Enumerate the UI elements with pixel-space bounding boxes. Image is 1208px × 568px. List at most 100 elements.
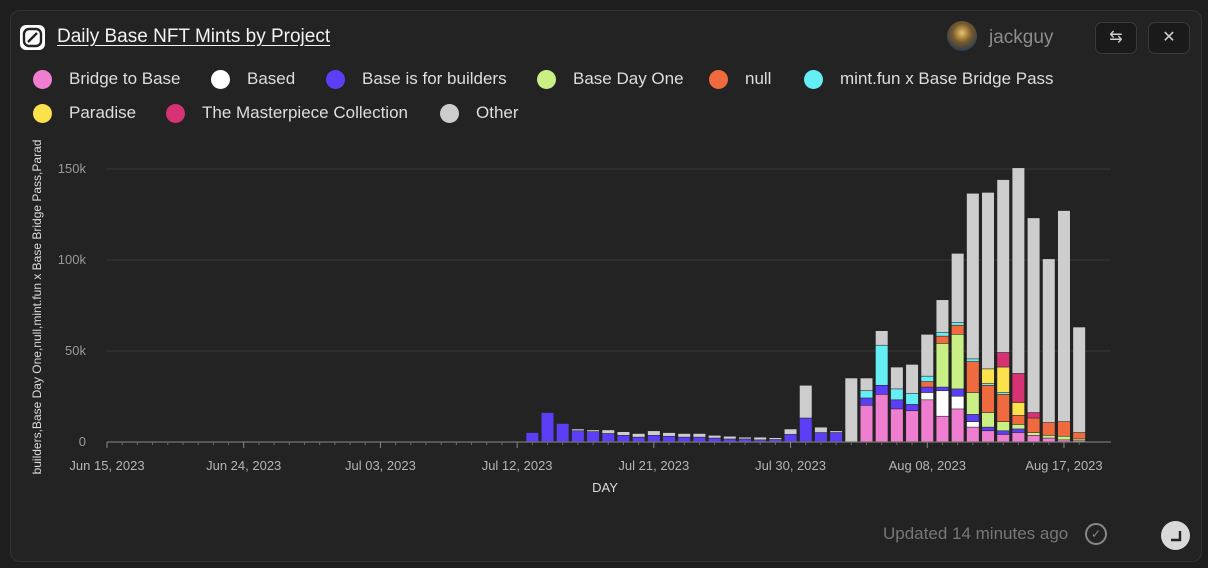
legend-item[interactable]: Bridge to Base	[33, 69, 181, 89]
bar-segment	[906, 393, 919, 405]
bar-segment	[951, 334, 964, 389]
legend-swatch	[33, 69, 52, 89]
bar-segment	[875, 345, 888, 385]
card-header: Daily Base NFT Mints by Project jackguy …	[11, 11, 1201, 63]
legend-swatch	[326, 69, 345, 89]
x-tick-label: Jul 12, 2023	[482, 458, 553, 473]
legend-label: Bridge to Base	[69, 69, 181, 88]
bar-segment	[982, 412, 995, 427]
x-tick-label: Jul 30, 2023	[755, 458, 826, 473]
legend-label: Other	[476, 103, 519, 122]
bar-segment	[769, 439, 782, 442]
chart-title[interactable]: Daily Base NFT Mints by Project	[57, 26, 331, 47]
bar-segment	[951, 389, 964, 396]
bar-segment	[1057, 436, 1070, 440]
bar-segment	[708, 438, 721, 442]
bar-segment	[541, 412, 554, 442]
bar-segment	[602, 430, 615, 434]
bar-segment	[617, 435, 630, 442]
bar-segment	[982, 431, 995, 442]
bar-segment	[966, 359, 979, 362]
bar-segment	[1042, 435, 1055, 438]
bar-segment	[951, 396, 964, 409]
bar-segment	[1027, 432, 1040, 436]
close-button[interactable]: ✕	[1148, 22, 1190, 54]
legend-swatch	[804, 69, 823, 89]
x-tick-label: Jul 03, 2023	[345, 458, 416, 473]
bar-segment	[921, 392, 934, 400]
bar-segment	[571, 431, 584, 442]
chart-card: Daily Base NFT Mints by Project jackguy …	[10, 10, 1202, 562]
bar-segment	[982, 192, 995, 369]
swap-button[interactable]: ⇆	[1095, 22, 1137, 54]
bar-segment	[678, 437, 691, 442]
bar-segment	[814, 427, 827, 433]
bar-segment	[1073, 432, 1086, 439]
bar-segment	[936, 332, 949, 336]
bar-segment	[663, 432, 676, 436]
expand-corner-button[interactable]	[1161, 521, 1190, 550]
bar-segment	[890, 400, 903, 409]
bar-segment	[602, 433, 615, 442]
bar-segment	[784, 429, 797, 435]
legend-item[interactable]: Based	[211, 69, 295, 89]
legend-label: Base is for builders	[362, 69, 507, 88]
bar-segment	[890, 367, 903, 389]
bar-segment	[966, 193, 979, 359]
bar-segment	[678, 433, 691, 437]
legend-label: null	[745, 69, 772, 88]
bar-segment	[966, 392, 979, 415]
swap-arrows-icon: ⇆	[1109, 29, 1123, 46]
app-logo-icon[interactable]	[20, 25, 45, 50]
bar-segment	[1057, 440, 1070, 442]
bar-segment	[1027, 418, 1040, 433]
close-icon: ✕	[1162, 29, 1176, 46]
username[interactable]: jackguy	[989, 27, 1054, 48]
bar-segment	[845, 378, 858, 442]
bar-segment	[784, 434, 797, 442]
legend-item[interactable]: null	[709, 69, 771, 89]
user-avatar[interactable]	[947, 21, 977, 51]
x-tick-label: Jul 21, 2023	[618, 458, 689, 473]
legend-label: The Masterpiece Collection	[202, 103, 408, 122]
bar-segment	[951, 325, 964, 335]
legend-item[interactable]: The Masterpiece Collection	[166, 103, 408, 123]
bar-segment	[997, 394, 1010, 422]
legend-swatch	[211, 69, 230, 89]
bar-segment	[754, 437, 767, 440]
legend-swatch	[537, 69, 556, 89]
bar-segment	[936, 336, 949, 344]
legend-item[interactable]: Base Day One	[537, 69, 684, 89]
bar-segment	[1073, 439, 1086, 441]
legend-item[interactable]: Other	[440, 103, 519, 123]
bar-segment	[738, 439, 751, 442]
bar-segment	[997, 421, 1010, 431]
bar-segment	[921, 334, 934, 376]
bar-segment	[921, 376, 934, 382]
bar-segment	[830, 432, 843, 442]
corner-icon	[1171, 531, 1182, 542]
bar-segment	[587, 430, 600, 432]
bar-segment	[936, 391, 949, 416]
y-tick-label: 150k	[58, 161, 87, 176]
bar-segment	[571, 429, 584, 431]
legend-item[interactable]: mint.fun x Base Bridge Pass	[804, 69, 1054, 89]
bar-segment	[1042, 422, 1055, 436]
bar-segment	[936, 300, 949, 333]
bar-segment	[754, 440, 767, 442]
bar-segment	[1012, 424, 1025, 429]
x-axis-label: DAY	[592, 480, 618, 495]
legend-item[interactable]: Paradise	[33, 103, 136, 123]
bar-segment	[587, 431, 600, 442]
bar-segment	[1012, 429, 1025, 433]
bar-segment	[966, 414, 979, 422]
x-tick-label: Jun 24, 2023	[206, 458, 281, 473]
legend-label: Based	[247, 69, 296, 88]
bar-segment	[693, 433, 706, 437]
bar-segment	[1027, 435, 1040, 442]
legend-item[interactable]: Base is for builders	[326, 69, 507, 89]
bar-segment	[632, 437, 645, 442]
legend-label: Paradise	[69, 103, 137, 122]
bar-segment	[708, 435, 721, 438]
bar-segment	[1042, 259, 1055, 423]
